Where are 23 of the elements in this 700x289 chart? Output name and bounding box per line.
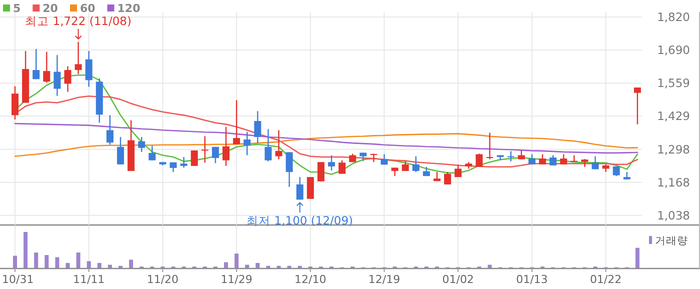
legend-label: 5 (13, 2, 21, 15)
x-tick-label: 01/02 (442, 273, 474, 286)
y-tick-label: 1,298 (657, 142, 690, 156)
x-tick-label: 11/20 (146, 273, 179, 286)
x-tick-label: 01/13 (516, 273, 548, 286)
legend-label: 120 (117, 2, 141, 15)
y-tick-label: 1,038 (657, 208, 690, 222)
x-tick-label: 12/19 (368, 273, 400, 286)
annotation: 최고 1,722 (11/08) (25, 14, 132, 28)
y-tick-label: 1,168 (657, 175, 690, 190)
x-tick-label: 11/29 (220, 273, 252, 286)
x-tick-label: 11/11 (73, 273, 105, 286)
annotation: 최저 1,100 (12/09) (246, 214, 354, 228)
legend-label: 거래량 (655, 235, 688, 247)
legend-label: 20 (42, 2, 58, 15)
legend-label: 60 (80, 2, 96, 15)
y-tick-label: 1,690 (657, 42, 690, 57)
x-tick-label: 01/22 (590, 273, 622, 286)
y-tick-label: 1,559 (657, 76, 690, 90)
x-tick-label: 12/10 (294, 273, 326, 286)
x-tick-label: 10/31 (2, 273, 34, 286)
y-tick-label: 1,429 (657, 109, 690, 124)
y-tick-label: 1,820 (657, 10, 690, 24)
